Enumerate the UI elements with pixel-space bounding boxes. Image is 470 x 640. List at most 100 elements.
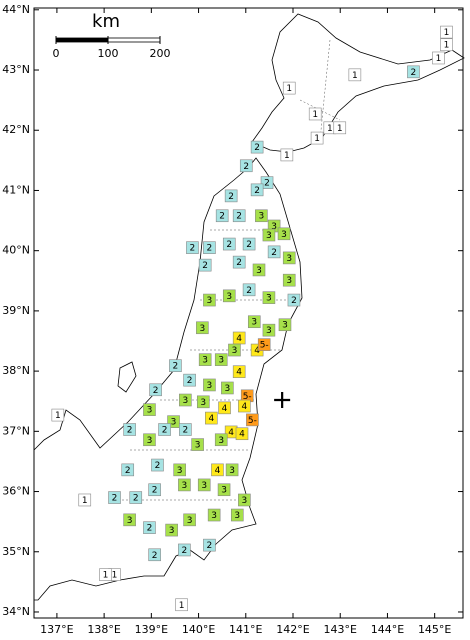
intensity-label: 5-	[243, 392, 252, 402]
station: 1	[282, 81, 296, 95]
station: 1	[175, 598, 188, 612]
intensity-label: 2	[236, 258, 242, 268]
intensity-box	[203, 378, 216, 392]
intensity-box	[143, 433, 156, 447]
station: 3	[179, 393, 192, 407]
station: 3	[214, 353, 228, 366]
intensity-box	[225, 463, 239, 477]
intensity-label: 2	[202, 261, 208, 271]
station: 3	[278, 318, 292, 332]
intensity-label: 3	[171, 418, 177, 428]
intensity-box	[143, 521, 156, 534]
intensity-box	[230, 508, 244, 522]
intensity-box	[158, 423, 171, 436]
intensity-box	[232, 365, 246, 379]
intensity-label: 2	[411, 68, 417, 78]
y-tick-label: 41°N	[2, 183, 30, 196]
station: 2	[169, 359, 182, 372]
x-tick-label: 140°E	[182, 623, 215, 636]
intensity-box	[224, 189, 238, 203]
honshu	[33, 157, 303, 601]
station: 3	[165, 523, 178, 537]
intensity-box	[277, 227, 291, 241]
station: 1	[308, 107, 322, 121]
map-frame	[33, 7, 464, 619]
intensity-label: 3	[256, 266, 262, 276]
intensity-box	[129, 491, 143, 504]
intensity-label: 3	[259, 212, 265, 222]
scale-tick-label: 100	[98, 47, 119, 60]
intensity-label: 2	[236, 212, 242, 222]
station: 2	[250, 140, 264, 154]
intensity-box	[148, 483, 161, 497]
station: 3	[143, 403, 156, 416]
x-tick-label: 142°E	[276, 623, 309, 636]
intensity-box	[203, 293, 216, 307]
intensity-box	[238, 493, 251, 507]
intensity-box	[211, 463, 224, 477]
scale-tick-label: 0	[53, 47, 60, 60]
station: 3	[123, 513, 136, 527]
intensity-box	[287, 293, 301, 307]
intensity-box	[197, 478, 211, 492]
intensity-label: 2	[254, 143, 260, 153]
x-tick-label: 143°E	[323, 623, 356, 636]
intensity-box	[432, 51, 445, 65]
station: 4	[224, 425, 238, 439]
intensity-label: 2	[162, 426, 168, 436]
intensity-label: 3	[187, 516, 193, 526]
station: 2	[149, 383, 162, 397]
intensity-label: 2	[291, 296, 297, 306]
intensity-label: 4	[242, 402, 248, 412]
intensity-label: 3	[200, 398, 206, 408]
intensity-box	[262, 323, 276, 337]
intensity-box	[282, 81, 296, 95]
intensity-box	[252, 263, 266, 277]
intensity-box	[348, 68, 362, 82]
intensity-label: 1	[337, 124, 343, 134]
intensity-label: 3	[234, 511, 240, 521]
intensity-box	[143, 403, 156, 416]
intensity-box	[78, 493, 92, 507]
intensity-label: 3	[182, 396, 188, 406]
station: 2	[179, 423, 192, 436]
intensity-box	[173, 463, 186, 477]
intensity-label: 3	[286, 276, 292, 286]
intensity-label: 2	[264, 179, 270, 189]
intensity-label: 3	[218, 356, 224, 366]
intensity-label: 2	[246, 286, 252, 296]
sado-island	[117, 361, 137, 393]
station: 2	[239, 159, 253, 173]
intensity-box	[175, 598, 188, 612]
intensity-label: 2	[127, 426, 133, 436]
station: 3	[214, 433, 228, 447]
intensity-label: 3	[211, 511, 217, 521]
station: 3	[217, 483, 231, 497]
y-tick-label: 40°N	[2, 244, 30, 257]
station: 2	[123, 423, 136, 436]
intensity-label: 1	[103, 571, 109, 581]
intensity-box	[214, 433, 228, 447]
intensity-label: 1	[327, 124, 333, 134]
intensity-label: 1	[179, 601, 185, 611]
intensity-box	[262, 228, 276, 242]
station: 2	[232, 255, 246, 269]
intensity-box	[310, 131, 324, 145]
intensity-box	[178, 543, 191, 557]
station: 1	[310, 131, 324, 145]
intensity-box	[183, 513, 196, 527]
station: 2	[183, 373, 196, 387]
station: 1	[280, 148, 294, 162]
intensity-label: 2	[147, 524, 153, 534]
station: 2	[260, 176, 274, 189]
intensity-box	[278, 318, 292, 332]
intensity-box	[218, 401, 231, 415]
station: 2	[148, 548, 161, 562]
intensity-label: 5-	[260, 341, 269, 351]
intensity-label: 4	[254, 346, 260, 356]
station: 3	[198, 353, 212, 366]
y-tick-label: 42°N	[2, 123, 30, 136]
intensity-label: 3	[226, 292, 232, 302]
intensity-label: 1	[112, 571, 118, 581]
